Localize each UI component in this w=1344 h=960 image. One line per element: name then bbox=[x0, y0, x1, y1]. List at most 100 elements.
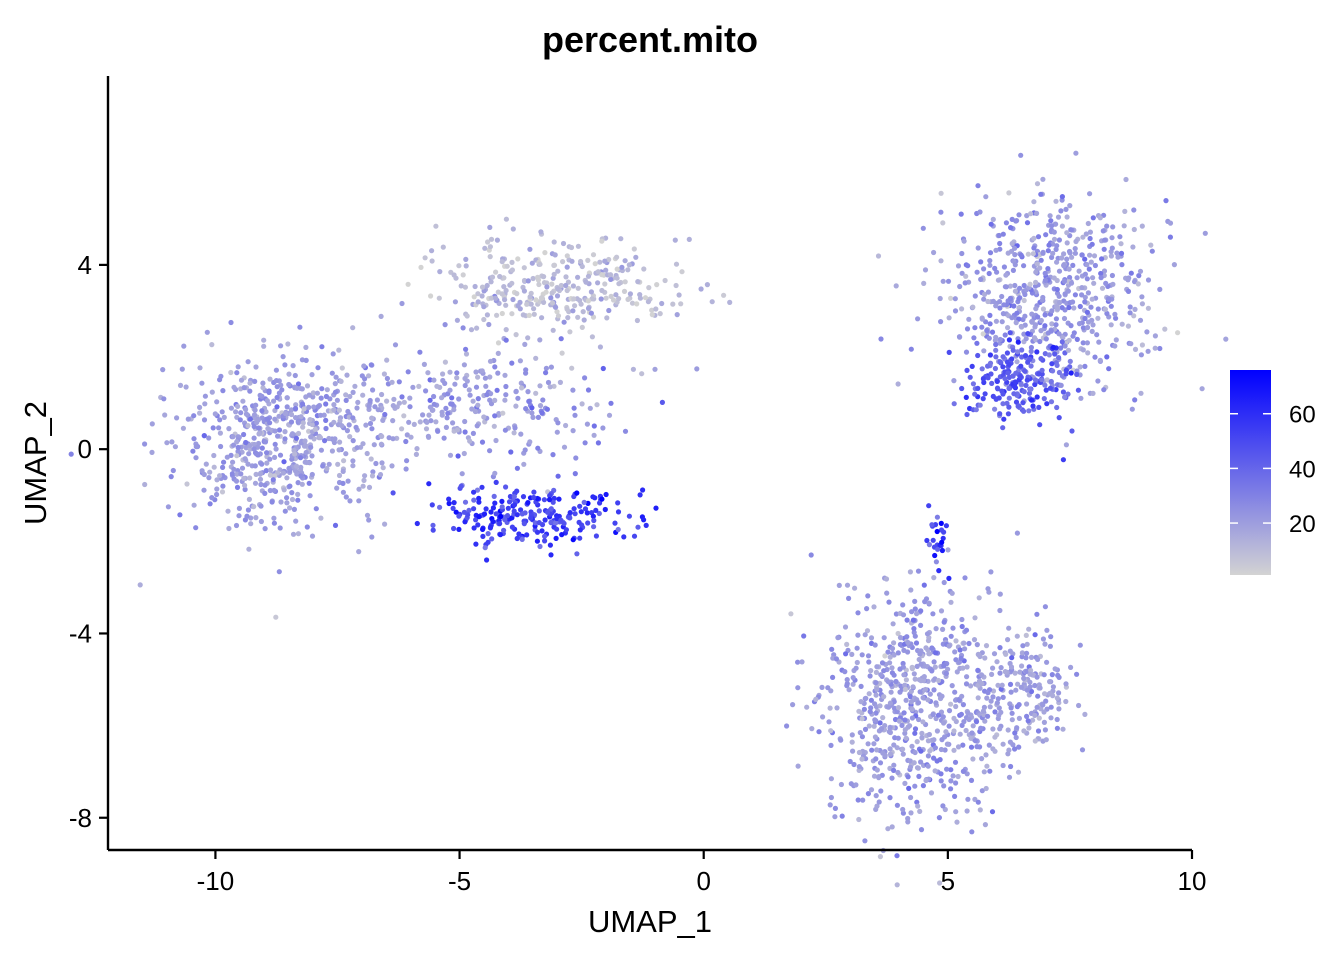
data-point bbox=[481, 511, 488, 517]
data-point bbox=[378, 441, 384, 447]
data-point bbox=[959, 250, 965, 257]
data-point bbox=[1034, 261, 1040, 267]
data-point bbox=[537, 543, 543, 550]
data-point bbox=[1067, 203, 1073, 209]
data-point bbox=[495, 340, 502, 346]
data-point bbox=[990, 688, 997, 694]
data-point bbox=[241, 431, 247, 438]
data-point bbox=[574, 551, 580, 557]
data-point bbox=[447, 387, 453, 393]
data-point bbox=[403, 466, 409, 472]
data-point bbox=[310, 390, 316, 396]
data-point bbox=[918, 748, 924, 754]
data-point bbox=[414, 446, 420, 452]
data-point bbox=[1079, 292, 1085, 298]
data-point bbox=[907, 758, 913, 764]
data-point bbox=[985, 586, 991, 592]
data-point bbox=[993, 354, 999, 360]
data-point bbox=[963, 627, 970, 633]
data-point bbox=[549, 290, 555, 296]
data-point bbox=[525, 500, 531, 506]
data-point bbox=[202, 393, 208, 399]
data-point bbox=[1074, 275, 1080, 281]
data-point bbox=[1136, 273, 1142, 279]
data-point bbox=[873, 680, 879, 686]
data-point bbox=[1113, 337, 1119, 343]
data-point bbox=[309, 372, 315, 378]
data-point bbox=[1038, 191, 1044, 197]
data-point bbox=[563, 422, 569, 429]
data-point bbox=[956, 697, 962, 703]
data-point bbox=[567, 515, 573, 521]
data-point bbox=[850, 681, 856, 687]
data-point bbox=[980, 331, 986, 337]
data-point bbox=[411, 421, 417, 427]
data-point bbox=[962, 280, 968, 286]
data-point bbox=[938, 209, 944, 215]
data-point bbox=[1056, 369, 1062, 376]
data-point bbox=[487, 224, 493, 230]
data-point bbox=[988, 371, 994, 377]
data-point bbox=[542, 250, 548, 256]
data-point bbox=[621, 288, 628, 294]
data-point bbox=[217, 473, 223, 479]
data-point bbox=[1021, 282, 1027, 289]
data-point bbox=[981, 348, 987, 354]
data-point bbox=[340, 489, 346, 495]
data-point bbox=[902, 727, 908, 733]
data-point bbox=[234, 439, 240, 445]
data-point bbox=[987, 321, 993, 327]
data-point bbox=[974, 340, 980, 346]
data-point bbox=[999, 319, 1005, 325]
data-point bbox=[912, 730, 918, 736]
data-point bbox=[1035, 314, 1041, 320]
data-point bbox=[1053, 322, 1059, 328]
data-point bbox=[281, 459, 287, 465]
data-point bbox=[858, 683, 864, 690]
data-point bbox=[550, 452, 556, 458]
data-point bbox=[1090, 215, 1096, 221]
data-point bbox=[461, 362, 467, 368]
data-point bbox=[957, 731, 963, 737]
data-point bbox=[619, 264, 625, 270]
data-point bbox=[1104, 354, 1110, 360]
data-point bbox=[1000, 391, 1006, 397]
data-point bbox=[403, 438, 409, 445]
data-point bbox=[889, 645, 896, 652]
data-point bbox=[1018, 252, 1024, 258]
data-point bbox=[965, 796, 971, 802]
data-point bbox=[497, 273, 503, 280]
cluster-top-right-high bbox=[946, 327, 1081, 463]
data-point bbox=[245, 423, 251, 429]
data-point bbox=[881, 668, 887, 674]
data-point bbox=[251, 412, 258, 418]
data-point bbox=[306, 392, 312, 398]
data-point bbox=[909, 609, 915, 615]
data-point bbox=[284, 395, 290, 401]
data-point bbox=[894, 882, 900, 888]
data-point bbox=[585, 387, 592, 393]
data-point bbox=[940, 803, 946, 809]
data-point bbox=[537, 403, 544, 409]
data-point bbox=[494, 387, 500, 393]
data-point bbox=[247, 475, 253, 481]
data-point bbox=[856, 749, 863, 756]
data-point bbox=[978, 259, 984, 265]
data-point bbox=[463, 351, 470, 357]
data-point bbox=[941, 529, 947, 535]
data-point bbox=[259, 445, 265, 451]
data-point bbox=[1043, 232, 1049, 238]
data-point bbox=[946, 349, 952, 355]
data-point bbox=[1101, 237, 1108, 243]
data-point bbox=[463, 263, 469, 269]
data-point bbox=[1065, 347, 1072, 353]
data-point bbox=[1053, 221, 1059, 227]
data-point bbox=[475, 374, 481, 380]
data-point bbox=[238, 410, 244, 416]
data-point bbox=[556, 496, 562, 502]
data-point bbox=[1008, 705, 1014, 711]
data-point bbox=[1012, 245, 1018, 251]
data-point bbox=[1089, 328, 1095, 334]
data-point bbox=[915, 700, 922, 706]
data-point bbox=[578, 258, 584, 265]
